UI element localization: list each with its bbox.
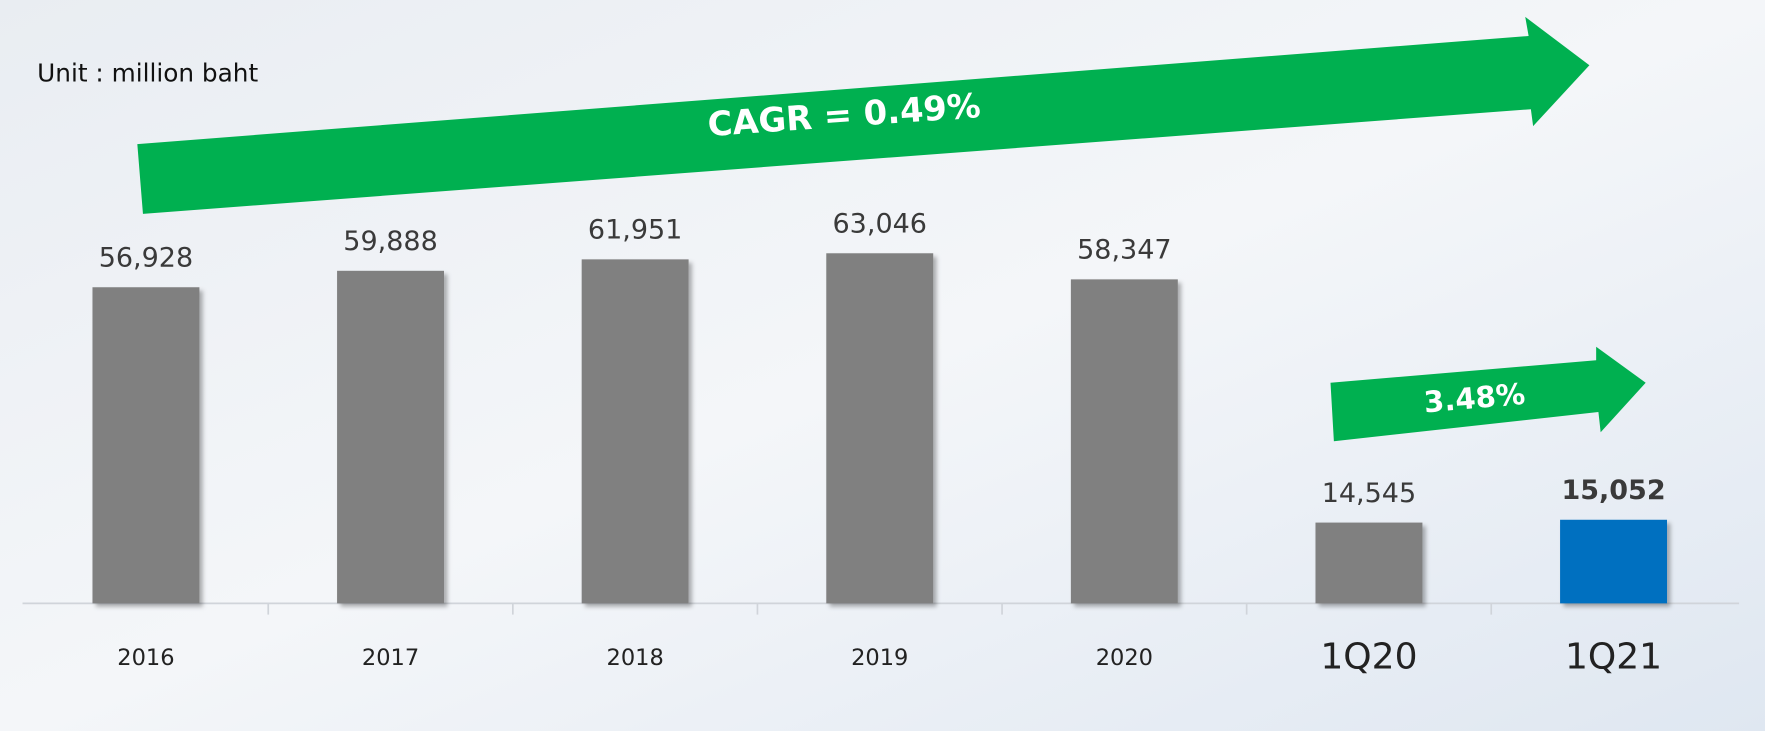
x-tick-label: 2020 (1096, 645, 1153, 671)
bar (1070, 279, 1178, 604)
x-tick-label: 1Q21 (1565, 637, 1662, 678)
bar (1560, 519, 1668, 604)
arrow (1330, 346, 1646, 442)
bar (92, 287, 200, 604)
unit-label: Unit : million baht (37, 58, 258, 87)
x-tick-label: 2017 (362, 645, 419, 671)
x-tick-label: 2019 (851, 645, 908, 671)
arrow (137, 16, 1590, 214)
x-tick-label: 2018 (607, 645, 664, 671)
value-label: 56,928 (99, 243, 193, 274)
bar (1315, 522, 1423, 604)
x-tick-label: 2016 (117, 645, 174, 671)
value-label: 61,951 (588, 215, 682, 246)
value-label: 15,052 (1561, 475, 1665, 506)
x-tick-label: 1Q20 (1320, 637, 1417, 678)
bar (826, 253, 934, 604)
bar (337, 270, 445, 604)
value-label: 58,347 (1077, 235, 1171, 266)
bar (581, 259, 689, 604)
value-label: 14,545 (1322, 478, 1416, 509)
value-label: 63,046 (832, 209, 926, 240)
value-label: 59,888 (343, 226, 437, 257)
